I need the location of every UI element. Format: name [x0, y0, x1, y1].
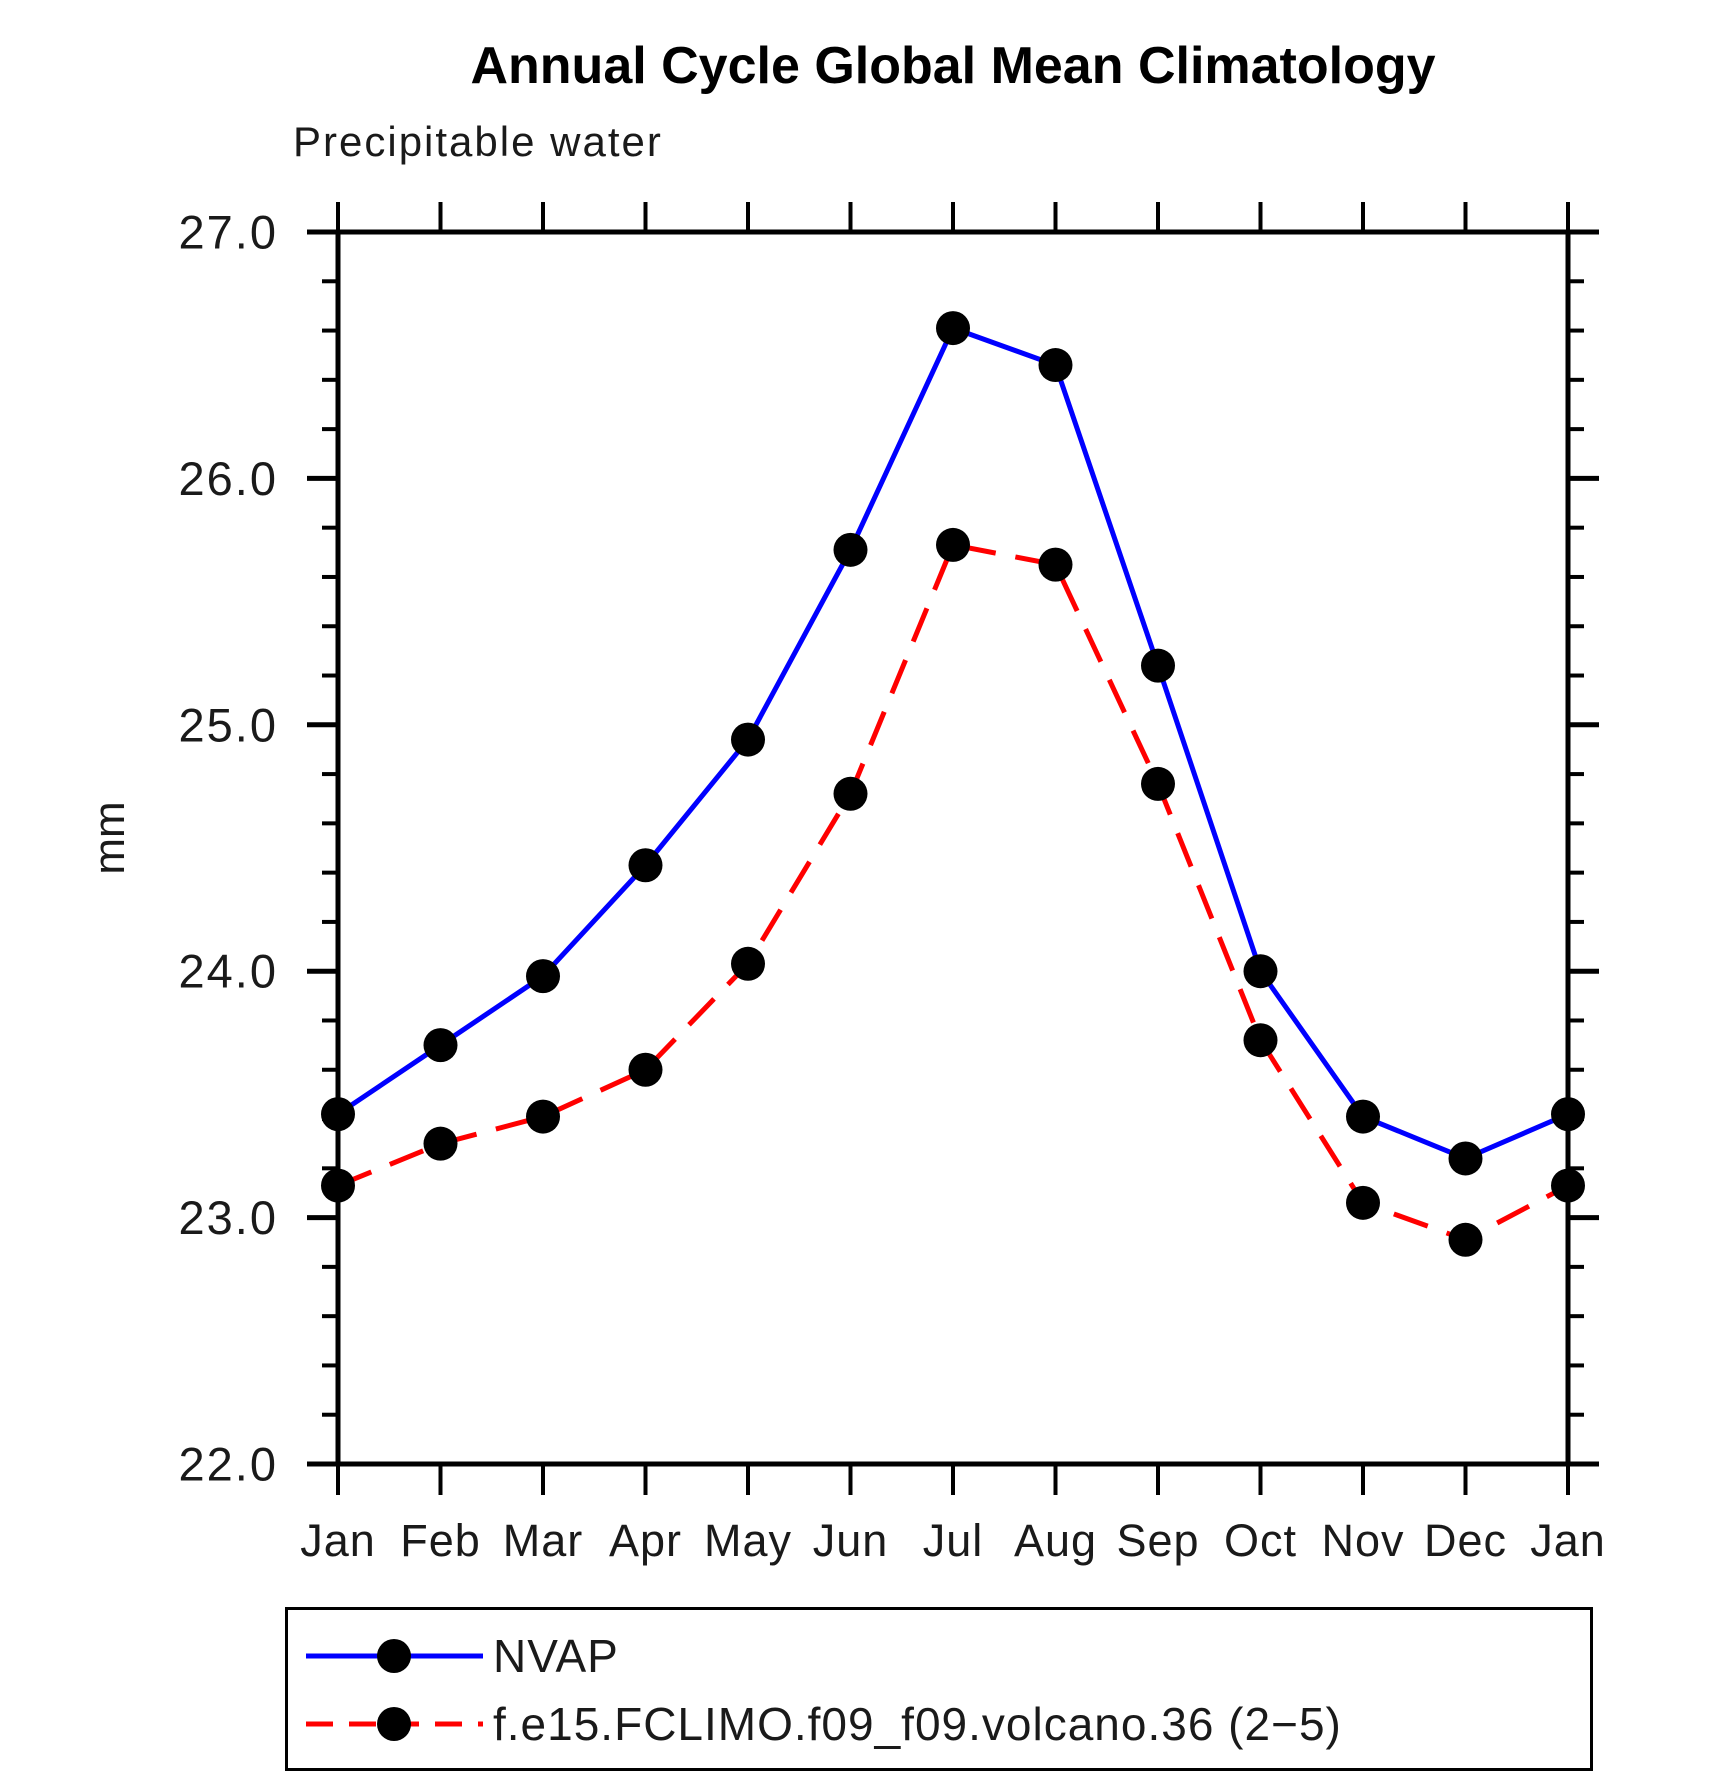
svg-text:26.0: 26.0	[179, 452, 278, 505]
y-tick-labels: 22.0 23.0 24.0 25.0 26.0 27.0	[179, 206, 278, 1491]
legend-item-model: f.e15.FCLIMO.f09_f09.volcano.36 (2−5)	[302, 1694, 1342, 1754]
svg-text:Jul: Jul	[923, 1515, 984, 1566]
series-markers-1	[321, 527, 1585, 1257]
svg-text:Dec: Dec	[1424, 1515, 1507, 1566]
legend-marker-sample	[377, 1639, 411, 1673]
series-markers-0	[321, 311, 1585, 1176]
svg-text:23.0: 23.0	[179, 1191, 278, 1244]
legend-label-model: f.e15.FCLIMO.f09_f09.volcano.36 (2−5)	[493, 1698, 1342, 1750]
chart-subtitle: Precipitable water	[293, 118, 663, 165]
svg-text:Jan: Jan	[1530, 1515, 1606, 1566]
svg-text:Mar: Mar	[503, 1515, 584, 1566]
model-line-swatch	[306, 1707, 483, 1741]
svg-text:Aug: Aug	[1014, 1515, 1097, 1566]
y-axis-major-ticks	[307, 229, 1599, 1467]
svg-text:Jan: Jan	[300, 1515, 376, 1566]
svg-text:Oct: Oct	[1224, 1515, 1297, 1566]
series-line-1	[337, 542, 1570, 1243]
y-axis-minor-ticks	[322, 279, 1584, 1417]
nvap-line-swatch	[306, 1639, 483, 1673]
svg-text:27.0: 27.0	[179, 206, 278, 259]
svg-text:25.0: 25.0	[179, 698, 278, 751]
plot-border	[335, 229, 1571, 1467]
legend-item-nvap: NVAP	[302, 1626, 619, 1686]
svg-text:Jun: Jun	[813, 1515, 889, 1566]
series-line-0	[336, 324, 1569, 1162]
legend-marker-sample	[377, 1707, 411, 1741]
svg-text:Feb: Feb	[400, 1515, 481, 1566]
x-tick-labels: Jan Feb Mar Apr May Jun Jul Aug Sep Oct Nov Dec Jan	[300, 1515, 1606, 1566]
svg-text:22.0: 22.0	[179, 1438, 278, 1491]
svg-text:Apr: Apr	[609, 1515, 682, 1566]
svg-text:24.0: 24.0	[179, 945, 278, 998]
svg-text:Sep: Sep	[1116, 1515, 1199, 1566]
chart-title: Annual Cycle Global Mean Climatology	[470, 37, 1436, 95]
x-axis-ticks	[336, 202, 1570, 1495]
svg-text:May: May	[704, 1515, 792, 1566]
legend: NVAP f.e15.FCLIMO.f09_f09.volcano.36 (2−…	[285, 1607, 1593, 1771]
legend-label-nvap: NVAP	[493, 1630, 619, 1682]
svg-text:Nov: Nov	[1321, 1515, 1404, 1566]
